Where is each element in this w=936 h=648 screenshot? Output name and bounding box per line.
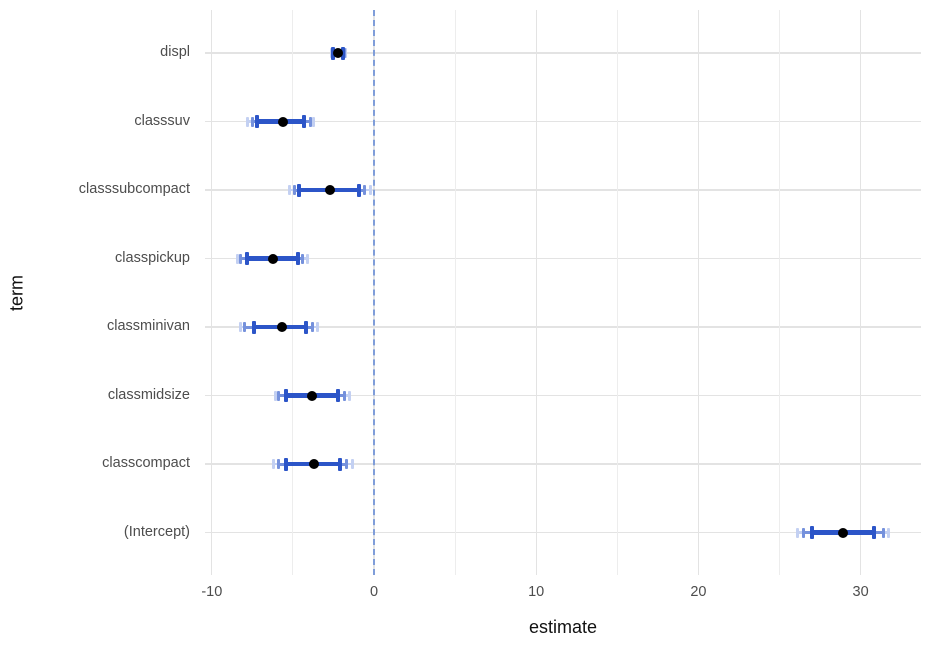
y-tick-label: (Intercept)	[123, 523, 190, 540]
ci-middle-cap-left	[293, 185, 297, 195]
y-tick-label: classcompact	[102, 455, 190, 471]
gridline-vertical-minor	[454, 10, 456, 575]
ci-middle-cap-left	[242, 322, 246, 332]
ci-inner-cap-left	[284, 389, 289, 402]
y-axis-title: term	[6, 275, 27, 311]
y-tick-label: classsubcompact	[78, 181, 190, 197]
ci-middle-cap-right	[310, 322, 314, 332]
ci-middle-cap-right	[881, 527, 885, 538]
y-tick-label: classmidsize	[107, 386, 190, 403]
gridline-vertical-major	[535, 10, 537, 575]
estimate-dot	[268, 253, 279, 264]
ci-inner-cap-right	[302, 115, 307, 128]
ci-middle-cap-right	[309, 116, 313, 127]
ci-outer-cap-right	[886, 527, 890, 538]
gridline-horizontal	[205, 257, 921, 260]
ci-outer-cap-right	[351, 459, 355, 469]
ci-inner-cap-left	[255, 115, 260, 128]
ci-middle-cap-left	[802, 527, 806, 538]
plot-panel	[205, 10, 921, 575]
ci-middle-cap-left	[276, 390, 280, 401]
gridline-horizontal	[205, 326, 921, 328]
gridline-horizontal	[205, 189, 921, 191]
ci-inner-cap-right	[336, 389, 341, 402]
estimate-dot	[307, 390, 318, 401]
ci-outer-cap-right	[369, 185, 373, 195]
gridline-vertical-major	[211, 10, 213, 575]
estimate-dot	[308, 459, 319, 469]
x-tick-label: 30	[852, 584, 869, 600]
gridline-horizontal	[205, 52, 921, 54]
x-axis-title: estimate	[528, 617, 598, 637]
gridline-horizontal	[205, 394, 921, 397]
ci-inner-cap-left	[245, 252, 250, 265]
ci-outer-cap-left	[239, 322, 243, 332]
estimate-dot	[276, 322, 287, 332]
gridline-vertical-major	[697, 10, 699, 575]
x-tick-label: 0	[369, 584, 379, 600]
ci-middle-cap-left	[276, 459, 280, 469]
gridline-vertical-minor	[779, 10, 780, 575]
ci-middle-cap-left	[239, 253, 243, 264]
ci-middle-cap-right	[344, 459, 348, 469]
ci-outer-cap-left	[795, 527, 799, 538]
ci-outer-cap-right	[305, 253, 309, 264]
gridline-horizontal	[205, 463, 921, 465]
ci-inner-cap-right	[357, 183, 362, 197]
ci-outer-cap-right	[348, 390, 352, 401]
gridline-horizontal	[205, 120, 921, 123]
estimate-dot	[837, 527, 848, 538]
ci-inner-cap-right	[341, 46, 346, 60]
ci-inner-cap-right	[337, 457, 342, 471]
y-tick-label: displ	[160, 44, 190, 60]
ci-inner-cap-left	[297, 183, 302, 197]
x-tick-label: 10	[528, 584, 545, 600]
ci-inner-cap-right	[871, 526, 876, 539]
ci-middle-cap-right	[301, 253, 305, 264]
gridline-horizontal	[205, 531, 921, 534]
gridline-vertical-minor	[616, 10, 618, 575]
estimate-dot	[325, 185, 336, 195]
ci-outer-cap-left	[288, 185, 292, 195]
zero-reference-line	[373, 10, 375, 575]
ci-inner-cap-left	[251, 320, 256, 334]
ci-inner-cap-right	[295, 252, 300, 265]
ci-outer-cap-left	[245, 116, 249, 127]
ci-inner-cap-right	[303, 320, 308, 334]
ci-inner-cap-left	[809, 526, 814, 539]
x-tick-label: -10	[201, 584, 223, 600]
ci-outer-cap-right	[315, 322, 319, 332]
ci-outer-cap-left	[236, 253, 240, 264]
ci-outer-cap-left	[273, 390, 277, 401]
ci-middle-cap-right	[343, 390, 347, 401]
y-tick-label: classsuv	[134, 112, 190, 129]
ci-middle-cap-left	[250, 116, 254, 127]
estimate-dot	[333, 48, 344, 58]
ci-inner-cap-left	[284, 457, 289, 471]
ci-outer-cap-right	[312, 116, 316, 127]
ci-middle-cap-right	[362, 185, 366, 195]
gridline-vertical-major	[860, 10, 862, 575]
estimate-dot	[278, 116, 289, 127]
x-tick-label: 20	[690, 584, 707, 600]
y-tick-label: classpickup	[115, 249, 190, 266]
ci-outer-cap-left	[271, 459, 275, 469]
y-tick-label: classminivan	[107, 318, 190, 334]
gridline-vertical-minor	[292, 10, 294, 575]
